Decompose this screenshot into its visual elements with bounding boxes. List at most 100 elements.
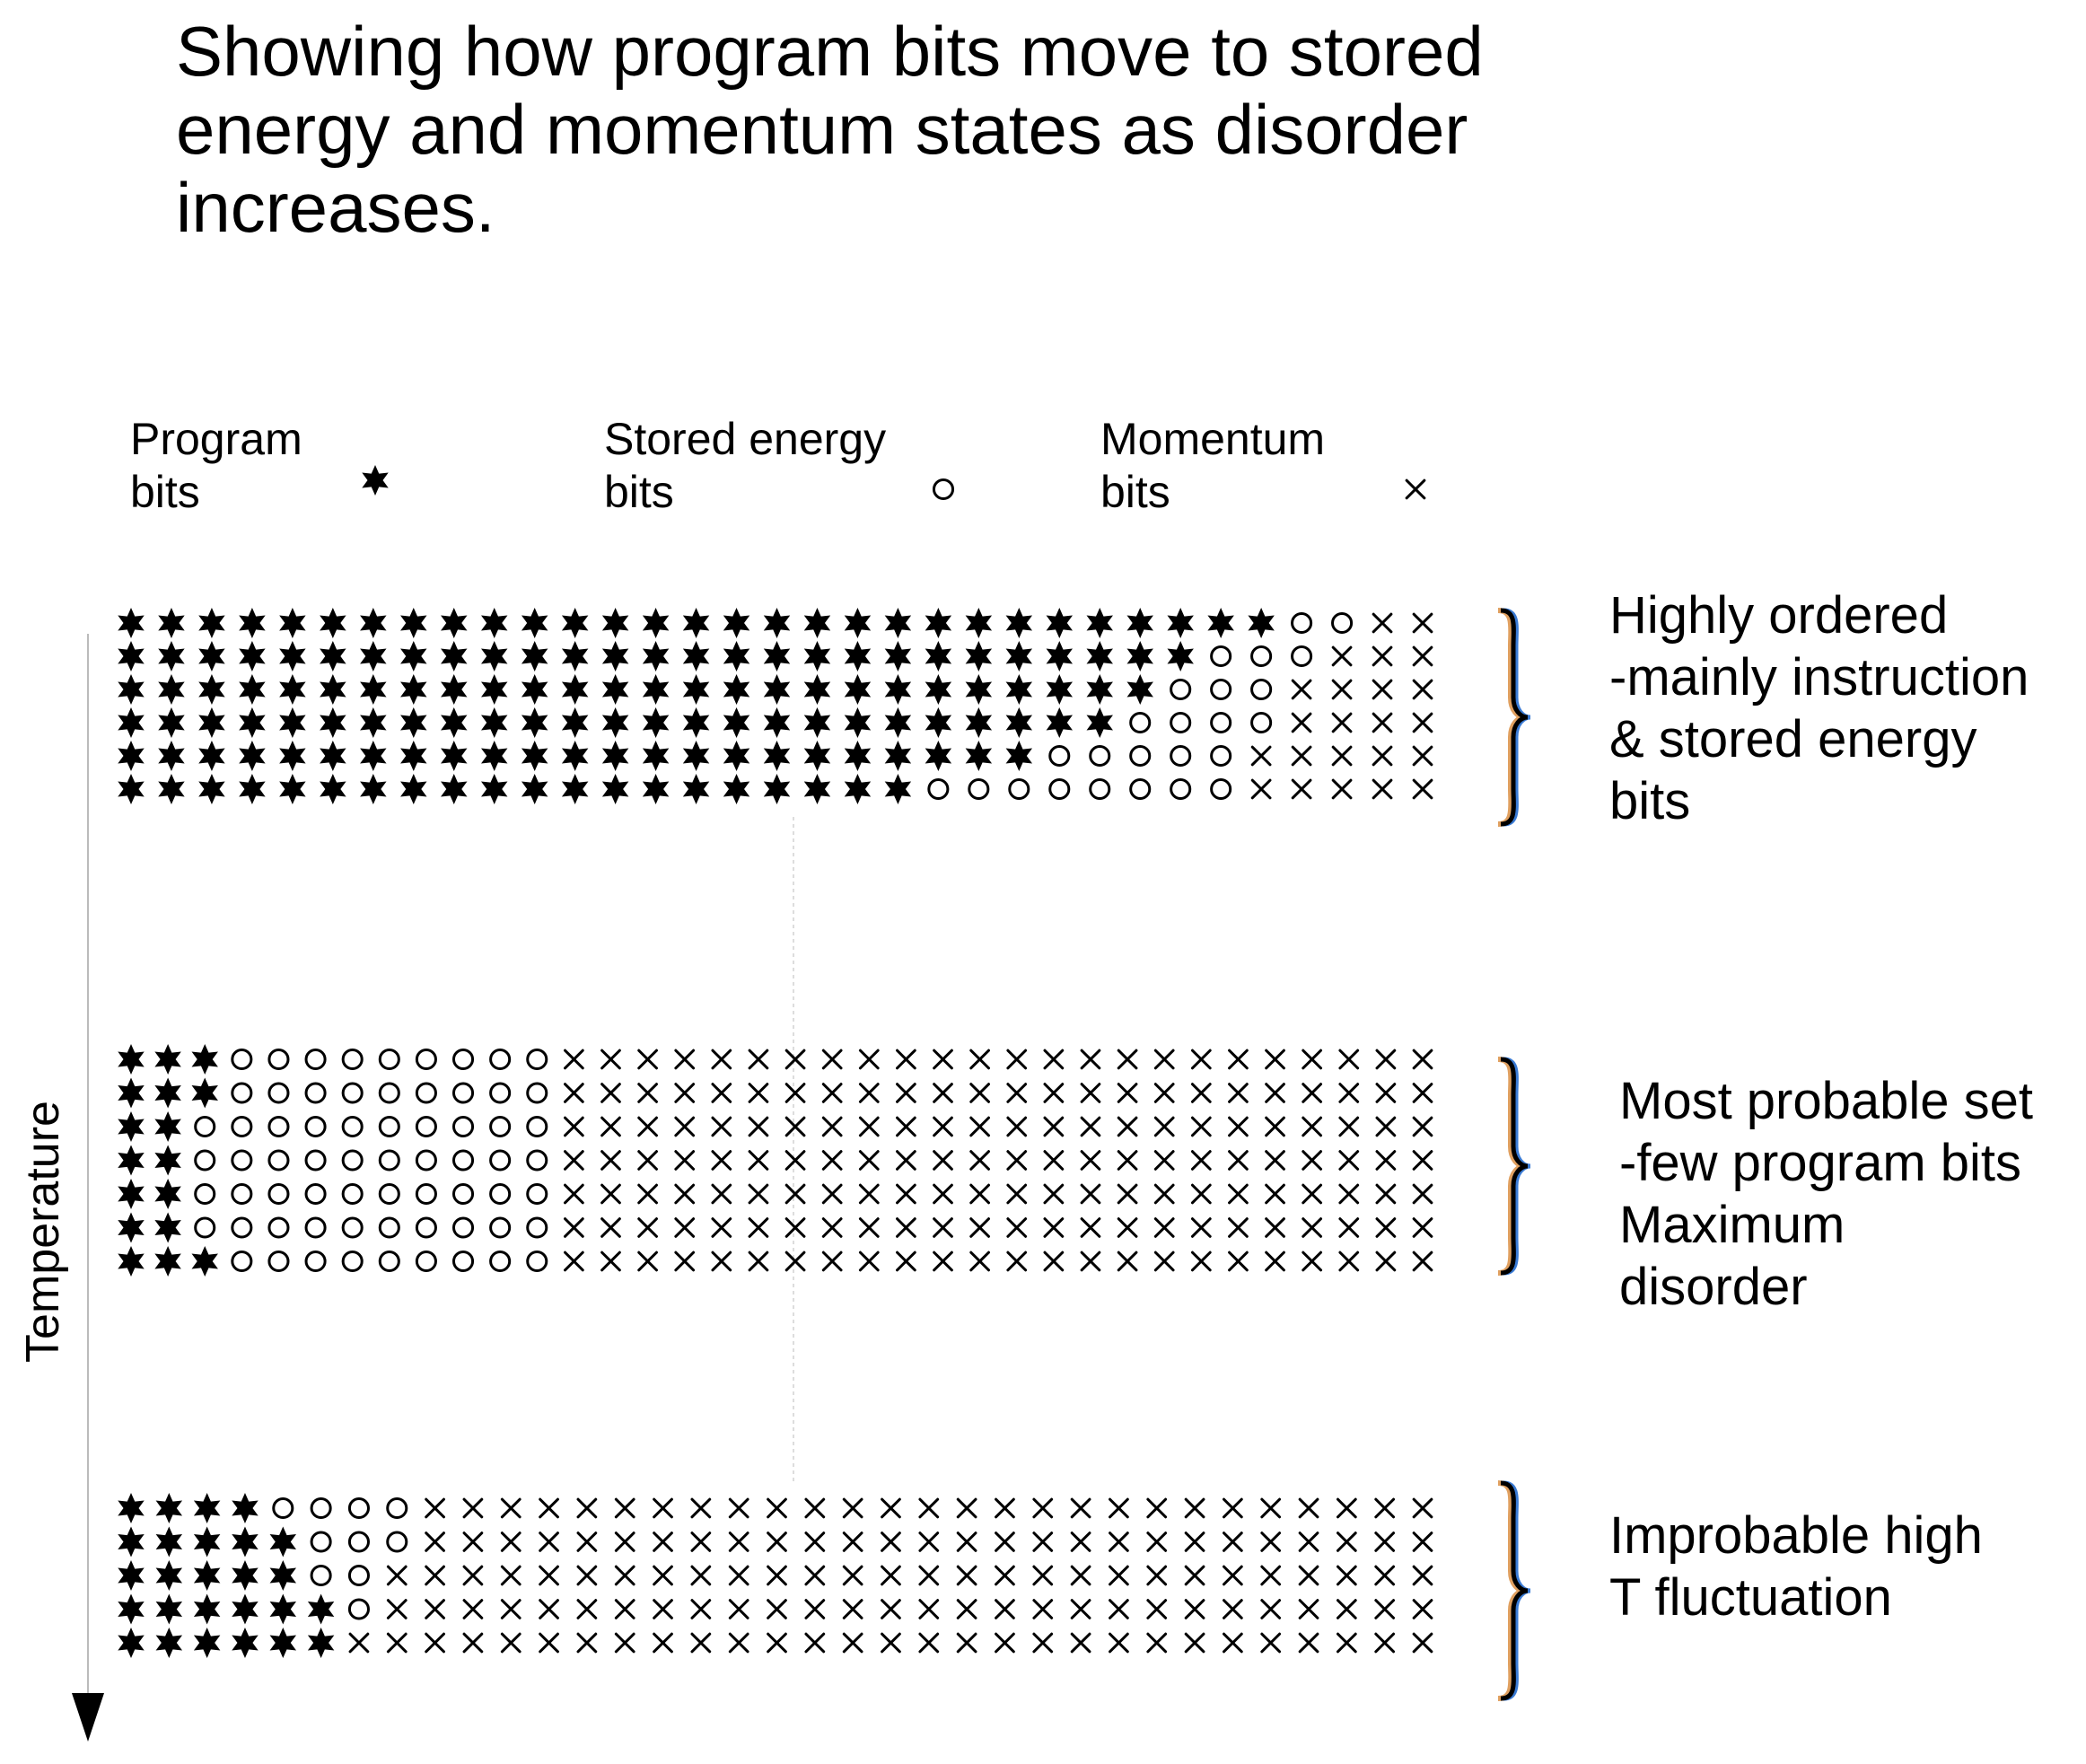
momentum-bit-cross	[539, 1565, 559, 1586]
momentum-bit-cross	[1228, 1116, 1249, 1137]
momentum-bit-cross	[564, 1217, 584, 1238]
program-bit-star	[279, 741, 306, 771]
momentum-bit-cross	[1265, 1150, 1285, 1171]
momentum-bit-cross	[1412, 1531, 1433, 1552]
energy-bit-circle	[310, 1531, 332, 1553]
momentum-bit-cross	[1412, 679, 1433, 700]
momentum-bit-cross	[576, 1565, 598, 1586]
program-bit-star	[1005, 674, 1033, 705]
momentum-bit-cross	[956, 1599, 977, 1619]
momentum-bit-cross	[1412, 1217, 1433, 1238]
momentum-bit-cross	[1338, 1217, 1360, 1238]
energy-bit-circle	[415, 1115, 437, 1138]
energy-bit-circle	[451, 1149, 475, 1172]
momentum-bit-cross	[1265, 1251, 1285, 1272]
curly-bracket	[1497, 1057, 1531, 1276]
momentum-bit-cross	[576, 1632, 598, 1654]
momentum-bit-cross	[1374, 1531, 1396, 1552]
momentum-bit-cross	[1190, 1049, 1212, 1070]
energy-bit-circle	[194, 1216, 216, 1239]
momentum-bit-cross	[600, 1217, 621, 1238]
program-bit-star	[118, 1111, 145, 1142]
momentum-bit-cross	[933, 1251, 953, 1272]
momentum-bit-cross	[1006, 1150, 1028, 1171]
program-bit-star	[269, 1628, 297, 1658]
energy-bit-circle	[1089, 777, 1111, 801]
momentum-bit-cross	[1412, 1049, 1433, 1070]
legend-program-line1: Program	[130, 414, 302, 464]
program-bit-star	[561, 707, 589, 738]
momentum-bit-cross	[784, 1083, 806, 1103]
energy-bit-circle	[1291, 645, 1313, 668]
momentum-bit-cross	[1153, 1116, 1175, 1137]
momentum-bit-cross	[1298, 1497, 1319, 1519]
energy-bit-circle	[451, 1048, 475, 1071]
energy-bit-circle	[267, 1250, 290, 1273]
momentum-bit-cross	[1006, 1049, 1028, 1070]
panel-row	[118, 674, 1433, 705]
momentum-bit-cross	[462, 1565, 484, 1586]
momentum-bit-cross	[564, 1150, 584, 1171]
momentum-bit-cross	[1331, 745, 1353, 767]
energy-bit-circle	[489, 1216, 512, 1239]
energy-bit-circle	[1048, 744, 1071, 768]
momentum-bit-cross	[748, 1116, 769, 1137]
momentum-bit-cross	[1190, 1116, 1212, 1137]
momentum-bit-cross	[674, 1116, 696, 1137]
program-bit-star	[269, 1593, 297, 1625]
energy-bit-circle	[415, 1250, 437, 1273]
energy-bit-circle	[347, 1496, 370, 1520]
momentum-bit-cross	[1146, 1565, 1168, 1586]
momentum-bit-cross	[858, 1217, 880, 1238]
momentum-bit-cross	[500, 1632, 522, 1654]
momentum-bit-cross	[969, 1217, 990, 1238]
legend-momentum-line1: Momentum	[1100, 414, 1326, 464]
momentum-bit-cross	[784, 1251, 806, 1272]
momentum-bit-cross	[1006, 1116, 1028, 1137]
program-bit-star	[155, 1560, 183, 1591]
momentum-bit-cross	[600, 1251, 621, 1272]
momentum-bit-cross	[1190, 1083, 1212, 1103]
program-bit-star	[1167, 608, 1194, 638]
momentum-bit-cross	[1331, 712, 1353, 733]
momentum-bit-cross	[881, 1632, 901, 1654]
program-bit-star	[279, 674, 306, 705]
momentum-bit-cross	[821, 1183, 843, 1205]
program-bit-star	[521, 608, 548, 638]
momentum-bit-cross	[462, 1599, 484, 1619]
program-bit-star	[925, 674, 952, 705]
program-bit-star	[925, 741, 952, 771]
program-bit-star	[154, 1145, 181, 1176]
momentum-bit-cross	[1223, 1599, 1243, 1619]
energy-bit-circle	[1210, 645, 1232, 668]
program-bit-star	[198, 707, 225, 738]
energy-bit-circle	[341, 1082, 364, 1104]
momentum-bit-cross	[1412, 1599, 1433, 1619]
momentum-bit-cross	[728, 1531, 749, 1552]
program-bit-star	[441, 741, 468, 771]
momentum-bit-cross	[1080, 1049, 1101, 1070]
program-bit-star	[481, 608, 508, 638]
energy-bit-circle	[272, 1496, 294, 1520]
momentum-bit-cross	[1412, 1251, 1433, 1272]
energy-bit-circle	[267, 1216, 290, 1239]
momentum-bit-cross	[821, 1150, 843, 1171]
program-bit-star	[400, 674, 427, 705]
momentum-bit-cross	[1336, 1497, 1357, 1519]
momentum-bit-cross	[600, 1049, 621, 1070]
energy-bit-circle	[415, 1216, 437, 1239]
panel-ordered-line: Highly ordered	[1609, 586, 1949, 645]
momentum-bit-cross	[1375, 1150, 1397, 1171]
momentum-bit-cross	[1153, 1150, 1175, 1171]
program-bit-star	[400, 608, 427, 638]
program-bit-star	[763, 774, 791, 804]
program-bit-star	[521, 707, 548, 738]
momentum-bit-cross	[500, 1565, 522, 1586]
energy-bit-circle	[1089, 744, 1111, 768]
momentum-bit-cross	[918, 1599, 940, 1619]
momentum-bit-cross	[711, 1083, 732, 1103]
momentum-bit-cross	[674, 1183, 696, 1205]
momentum-bit-cross	[600, 1150, 621, 1171]
program-bit-star	[154, 1077, 181, 1109]
panel-probable-line: disorder	[1619, 1258, 1808, 1316]
